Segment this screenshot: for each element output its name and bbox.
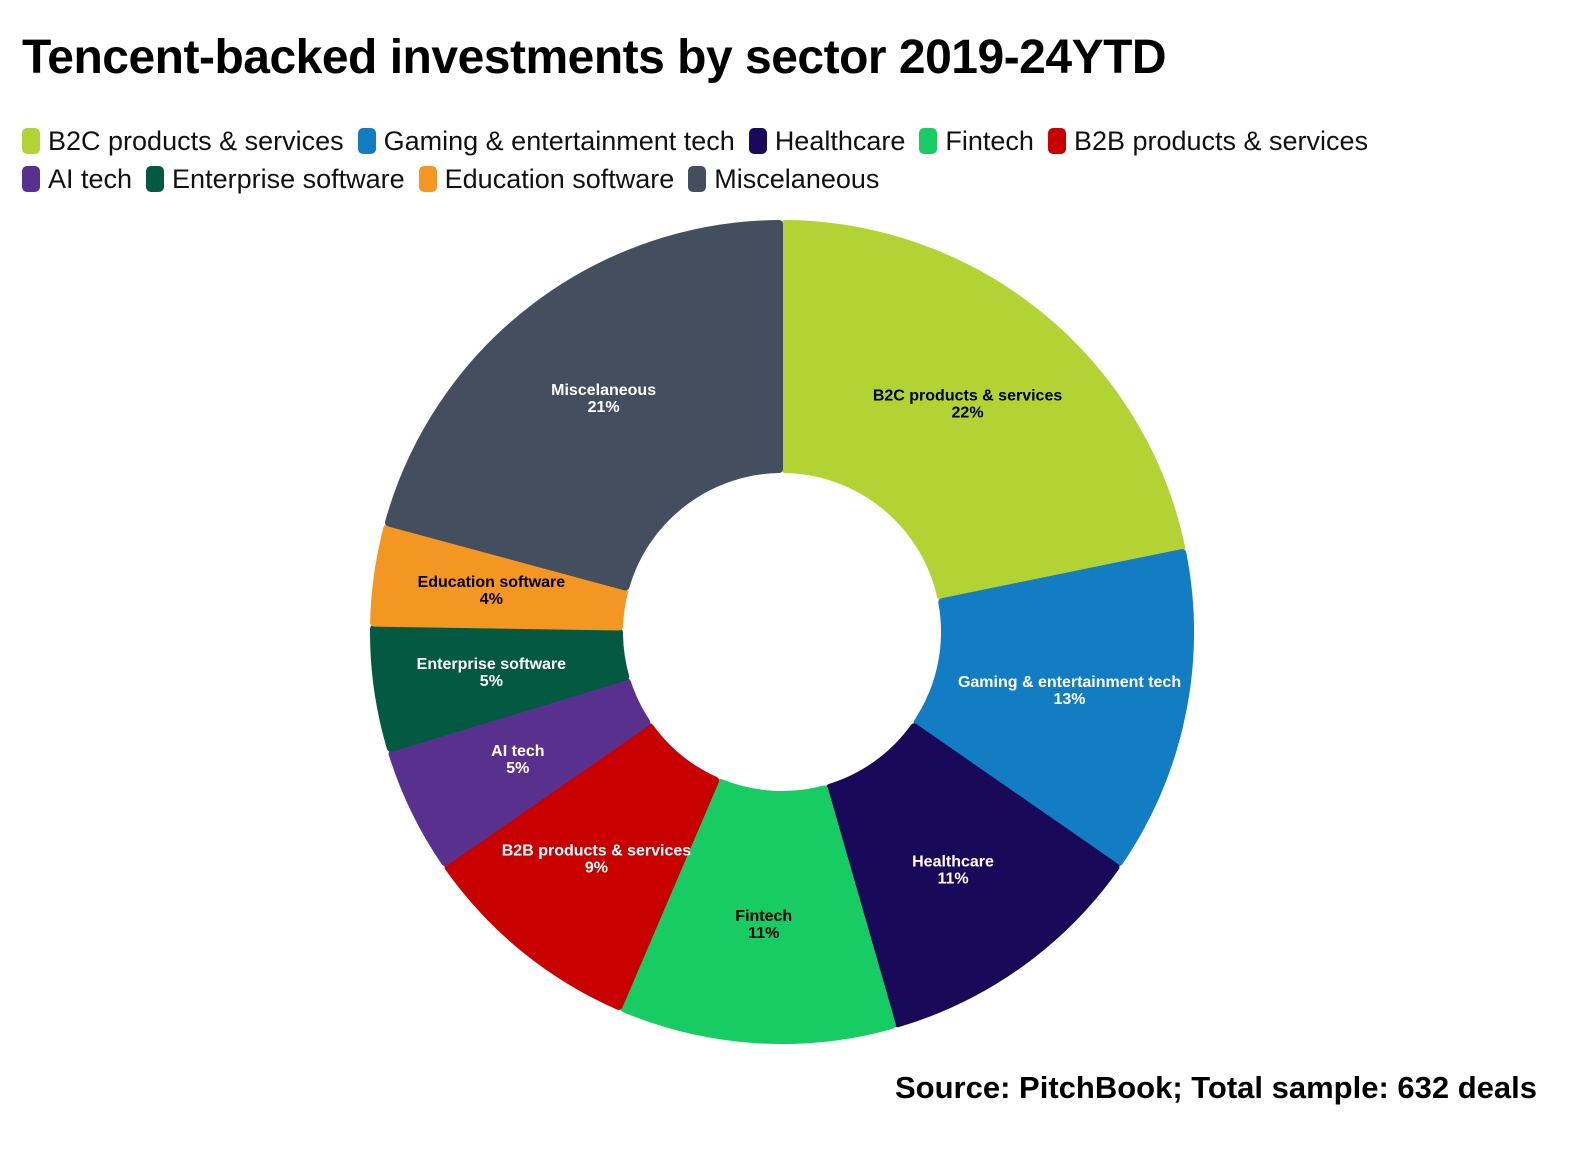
slice-label: B2C products & services 22% [873, 388, 1063, 422]
donut-slice[interactable] [370, 624, 630, 752]
slice-label: Enterprise software 5% [417, 656, 566, 690]
legend-label: Enterprise software [172, 163, 405, 194]
legend-item-gaming[interactable]: Gaming & entertainment tech [357, 125, 735, 157]
legend: B2C products & services Gaming & enterta… [22, 122, 1472, 198]
slice-label: B2B products & services 9% [502, 842, 692, 876]
legend-swatch-fintech [919, 128, 938, 154]
donut-slices [370, 220, 1194, 1045]
legend-label: Miscelaneous [714, 163, 880, 194]
donut-labels: B2C products & services 22% Gaming & enter… [417, 382, 1181, 942]
donut-slice[interactable] [384, 220, 783, 591]
slice-label: Fintech 11% [735, 908, 792, 942]
slice-label: AI tech 5% [491, 743, 544, 777]
slice-label: Miscelaneous 21% [551, 382, 656, 416]
legend-item-fintech[interactable]: Fintech [919, 126, 1034, 157]
legend-swatch-gaming [357, 128, 376, 154]
legend-swatch-enterprise [146, 166, 165, 192]
legend-item-b2b[interactable]: B2B products & services [1047, 125, 1369, 157]
donut-slice[interactable] [825, 723, 1120, 1028]
legend-swatch-healthcare [748, 128, 767, 154]
donut-slice[interactable] [370, 524, 628, 631]
donut-slice[interactable] [913, 549, 1194, 867]
legend-label: Healthcare [774, 125, 906, 156]
legend-swatch-b2c [22, 128, 40, 154]
donut-slice[interactable] [444, 723, 720, 1010]
legend-item-enterprise[interactable]: Enterprise software [146, 164, 405, 195]
legend-label: AI tech [48, 163, 133, 194]
legend-item-ai[interactable]: AI tech [22, 164, 132, 195]
chart-title: Tencent-backed investments by sector 201… [22, 31, 1167, 84]
legend-label: B2C products & services [48, 125, 344, 156]
legend-item-education[interactable]: Education software [418, 163, 675, 195]
legend-swatch-ai [22, 166, 40, 192]
legend-item-healthcare[interactable]: Healthcare [748, 125, 906, 157]
legend-swatch-education [418, 166, 437, 192]
slice-label: Education software 4% [418, 574, 566, 608]
legend-item-misc[interactable]: Miscelaneous [688, 164, 879, 195]
legend-label: Education software [444, 163, 675, 194]
slice-label: Healthcare 11% [912, 854, 994, 888]
donut-slice[interactable] [620, 779, 896, 1045]
legend-label: Fintech [945, 125, 1034, 156]
legend-label: Gaming & entertainment tech [383, 125, 735, 156]
legend-swatch-misc [688, 166, 707, 192]
legend-label: B2B products & services [1073, 125, 1369, 156]
donut-slice[interactable] [781, 220, 1186, 601]
legend-swatch-b2b [1047, 128, 1066, 154]
donut-slice[interactable] [388, 678, 651, 867]
legend-item-b2c[interactable]: B2C products & services [22, 126, 344, 157]
source-note: Source: PitchBook; Total sample: 632 dea… [895, 1070, 1537, 1105]
slice-label: Gaming & entertainment tech 13% [958, 674, 1181, 708]
legend-row-1: B2C products & services Gaming & enterta… [22, 122, 1472, 160]
legend-row-2: AI tech Enterprise software Education so… [22, 160, 1472, 198]
